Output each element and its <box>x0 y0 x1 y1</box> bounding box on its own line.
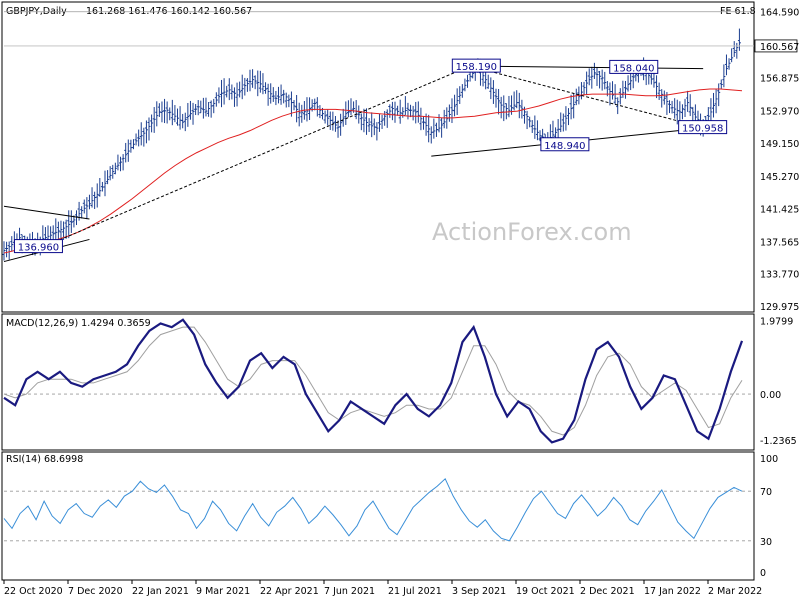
trendline <box>470 65 704 70</box>
price-tick-label: 141.425 <box>760 205 799 216</box>
level-box <box>540 137 590 152</box>
rsi-layer <box>3 477 754 542</box>
x-tick-label: 3 Sep 2021 <box>452 586 506 597</box>
trendline <box>469 65 696 127</box>
x-tick-label: 21 Jul 2021 <box>388 586 442 597</box>
x-tick-label: 7 Jun 2021 <box>324 586 375 597</box>
macd-header: MACD(12,26,9) 1.4294 0.3659 <box>6 318 151 329</box>
price-tick-label: 137.565 <box>760 237 799 248</box>
level-label: 158.190 <box>456 62 497 73</box>
price-panel-frame <box>1 1 755 313</box>
moving-average-line <box>3 88 743 254</box>
rsi-tick-label: 70 <box>760 487 772 498</box>
price-tick-label: 152.970 <box>760 107 799 118</box>
macd-tick-label: 0.00 <box>760 390 781 401</box>
x-tick-label: 22 Apr 2021 <box>260 586 319 597</box>
x-tick-label: 22 Jan 2021 <box>132 586 189 597</box>
x-tick-label: 19 Oct 2021 <box>516 586 575 597</box>
macd-tick-label: 1.9799 <box>760 316 793 327</box>
rsi-tick-label: 0 <box>760 568 766 579</box>
level-box <box>451 58 501 73</box>
trendline <box>3 205 90 220</box>
macd-main-line <box>3 318 744 444</box>
rsi-header: RSI(14) 68.6998 <box>6 454 83 465</box>
level-box <box>609 59 659 74</box>
rsi-tick-label: 100 <box>760 454 778 465</box>
price-tick-label: 164.590 <box>760 8 799 19</box>
price-tick-label: 129.975 <box>760 302 799 313</box>
level-label: 158.040 <box>613 63 654 74</box>
price-tick-label: 156.875 <box>760 73 799 84</box>
current-price-tag <box>754 39 798 53</box>
level-box <box>13 239 63 254</box>
level-label: 136.960 <box>18 243 59 254</box>
rsi-panel-frame <box>1 451 755 581</box>
x-tick-label: 2 Mar 2022 <box>708 586 762 597</box>
macd-panel-frame <box>1 313 755 451</box>
macd-signal-line <box>3 326 743 436</box>
axis-layer: 164.590 160.567 156.875 152.970 149.150 145.2… <box>3 8 799 597</box>
x-tick-label: 17 Jan 2022 <box>644 586 701 597</box>
rsi-line <box>3 477 743 542</box>
x-tick-label: 22 Oct 2020 <box>4 586 63 597</box>
rsi-tick-label: 30 <box>760 537 772 548</box>
watermark: ActionForex.com <box>432 218 632 246</box>
level-label: 148.940 <box>544 141 585 152</box>
price-tick-label: 149.150 <box>760 139 799 150</box>
price-tick-label: 160.567 <box>760 42 799 53</box>
x-tick-label: 9 Mar 2021 <box>196 586 250 597</box>
x-tick-label: 7 Dec 2020 <box>68 586 123 597</box>
x-tick-label: 2 Dec 2021 <box>580 586 635 597</box>
trendline <box>50 65 471 245</box>
price-tick-label: 133.770 <box>760 270 799 281</box>
macd-layer <box>3 318 754 444</box>
price-layer: 136.960 158.190 148.940 158.040 150.958 <box>2 11 754 263</box>
level-label: 150.958 <box>682 124 723 135</box>
macd-tick-label: -1.2365 <box>760 436 797 447</box>
level-box <box>678 120 728 135</box>
price-tick-label: 145.270 <box>760 172 799 183</box>
